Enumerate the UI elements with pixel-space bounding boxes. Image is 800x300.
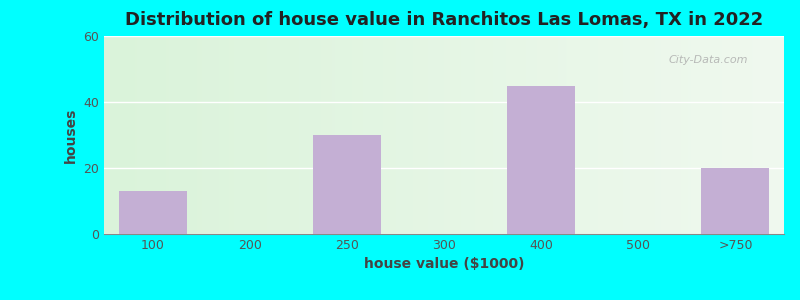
Bar	[118, 191, 186, 234]
Bar	[313, 135, 381, 234]
Y-axis label: houses: houses	[64, 107, 78, 163]
Bar	[507, 85, 575, 234]
Title: Distribution of house value in Ranchitos Las Lomas, TX in 2022: Distribution of house value in Ranchitos…	[125, 11, 763, 29]
Text: City-Data.com: City-Data.com	[669, 55, 748, 65]
X-axis label: house value ($1000): house value ($1000)	[364, 257, 524, 272]
Bar	[702, 168, 770, 234]
